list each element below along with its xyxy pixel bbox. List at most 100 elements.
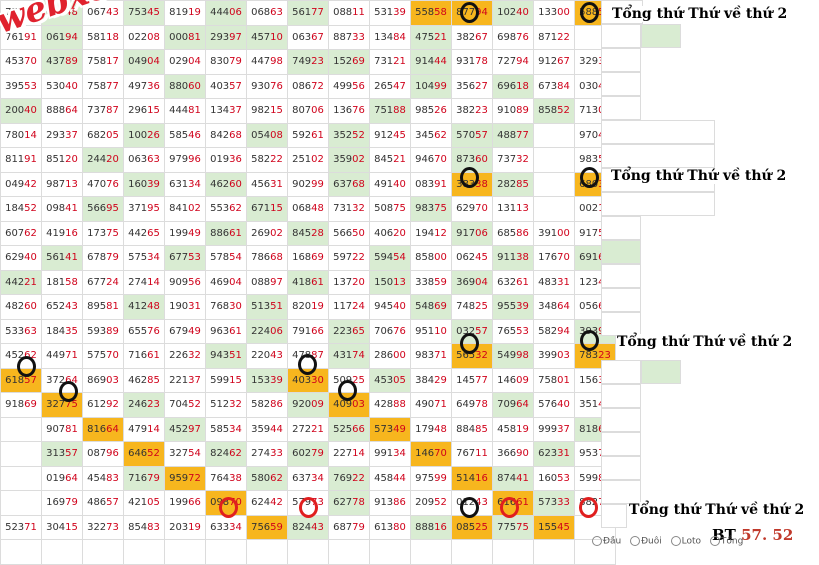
result-cell: 46260: [205, 171, 247, 197]
result-cell: 48877: [492, 122, 534, 148]
result-cell: 06863: [246, 0, 288, 26]
result-cell: 69876: [492, 24, 534, 50]
result-cell: 83079: [205, 49, 247, 75]
result-cell: 44481: [164, 98, 206, 124]
table-row: 91869 32775 61292 24623 70452 51232 58286 92009…: [0, 392, 616, 418]
result-cell: 68779: [328, 514, 370, 540]
result-cell: 41916: [41, 220, 83, 246]
result-cell: 64948: [41, 0, 83, 26]
result-cell: 40330: [287, 367, 329, 393]
result-cell: [533, 147, 575, 173]
result-cell: 60279: [287, 441, 329, 467]
result-cell: 55858: [410, 0, 452, 26]
result-cell: 87441: [492, 465, 534, 491]
result-cell: 27433: [246, 441, 288, 467]
result-cell: 95110: [410, 318, 452, 344]
table-row: 52371 30415 32273 85483 20319 63334 75659 82443…: [0, 514, 616, 540]
result-cell: 85852: [533, 98, 575, 124]
result-cell: 08672: [287, 73, 329, 99]
result-cell: 06245: [451, 245, 493, 271]
result-cell: 67115: [246, 196, 288, 222]
result-cell: 56177: [287, 0, 329, 26]
result-cell: 78668: [246, 245, 288, 271]
result-cell: 13484: [369, 24, 411, 50]
result-cell: 51416: [451, 465, 493, 491]
result-cell: 58118: [82, 24, 124, 50]
result-cell: 17948: [410, 416, 452, 442]
result-cell: 18435: [41, 318, 83, 344]
result-cell: 58286: [246, 392, 288, 418]
legend-label-tong: Tổng: [720, 536, 744, 547]
result-cell: 44221: [0, 269, 42, 295]
result-cell: 90781: [41, 416, 83, 442]
result-cell: 31357: [41, 441, 83, 467]
result-cell: 56695: [82, 196, 124, 222]
result-cell: 03257: [451, 318, 493, 344]
table-row: 01964 45483 71679 95972 76438 58062 63734 76922…: [0, 465, 616, 491]
result-cell: 08525: [451, 514, 493, 540]
result-cell: 61857: [0, 367, 42, 393]
result-cell: 76922: [328, 465, 370, 491]
result-cell: 45370: [0, 49, 42, 75]
result-cell: 22365: [328, 318, 370, 344]
result-cell: 17375: [82, 220, 124, 246]
result-cell: 94540: [369, 294, 411, 320]
result-cell: 26547: [369, 73, 411, 99]
result-cell: 44798: [246, 49, 288, 75]
result-cell: 63734: [287, 465, 329, 491]
result-cell: 49071: [410, 392, 452, 418]
result-cell: [246, 539, 288, 565]
result-cell: 17670: [533, 245, 575, 271]
result-cell: 47887: [287, 343, 329, 369]
table-row: 75757 64948 06743 75345 81919 44406 06863 56177…: [0, 0, 616, 26]
result-cell: 70676: [369, 318, 411, 344]
result-cell: 04942: [0, 171, 42, 197]
result-cell: 39553: [0, 73, 42, 99]
result-cell: 98371: [410, 343, 452, 369]
result-cell: 22043: [246, 343, 288, 369]
result-cell: 13720: [328, 269, 370, 295]
result-cell: 84528: [287, 220, 329, 246]
table-row: [0, 539, 616, 565]
table-row: 81191 85120 24420 06363 97996 01936 58222 25102…: [0, 147, 616, 173]
result-cell: 18452: [0, 196, 42, 222]
result-cell: 75659: [246, 514, 288, 540]
result-cell: 80706: [287, 98, 329, 124]
result-cell: [205, 539, 247, 565]
result-cell: 90299: [287, 171, 329, 197]
result-cell: 16869: [287, 245, 329, 271]
result-cell: 53040: [41, 73, 83, 99]
result-cell: 38223: [451, 98, 493, 124]
result-cell: 15545: [533, 514, 575, 540]
result-cell: 00081: [164, 24, 206, 50]
result-cell: 88060: [164, 73, 206, 99]
result-cell: 20319: [164, 514, 206, 540]
table-row: 44221 18158 67724 27414 90956 46904 08897 41861…: [0, 269, 616, 295]
result-cell: 71661: [123, 343, 165, 369]
result-cell: 13676: [328, 98, 370, 124]
result-cell: [123, 539, 165, 565]
result-cell: 58546: [164, 122, 206, 148]
result-cell: 73132: [328, 196, 370, 222]
result-cell: 44265: [123, 220, 165, 246]
result-cell: 54998: [492, 343, 534, 369]
result-cell: 78014: [0, 122, 42, 148]
result-cell: 63134: [164, 171, 206, 197]
result-cell: 36690: [492, 441, 534, 467]
result-cell: 49736: [123, 73, 165, 99]
result-cell: 95539: [492, 294, 534, 320]
result-cell: [533, 196, 575, 222]
result-cell: 24623: [123, 392, 165, 418]
result-cell: 56532: [451, 343, 493, 369]
result-cell: 06367: [287, 24, 329, 50]
result-cell: 98215: [246, 98, 288, 124]
note-1: Tổng thứ Thứ về thứ 2: [612, 6, 788, 22]
result-cell: 46285: [123, 367, 165, 393]
table-row: 76191 06194 58118 02208 00081 29397 45710 06367…: [0, 24, 616, 50]
result-cell: 16979: [41, 490, 83, 516]
result-cell: 20040: [0, 98, 42, 124]
result-cell: 26902: [246, 220, 288, 246]
result-cell: 79166: [287, 318, 329, 344]
result-cell: 91869: [0, 392, 42, 418]
result-cell: 48657: [82, 490, 124, 516]
